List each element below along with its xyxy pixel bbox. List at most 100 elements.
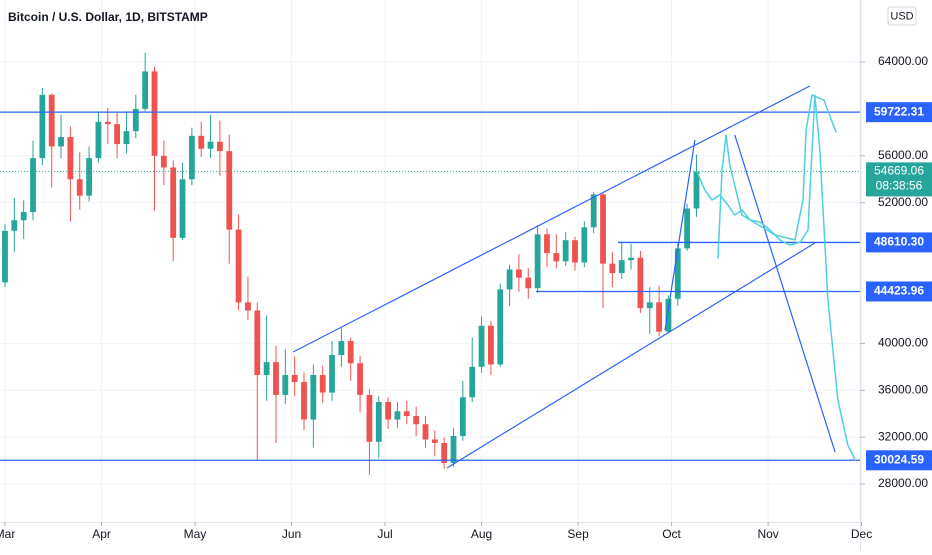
candle-body	[132, 108, 139, 132]
candle-body	[646, 302, 653, 309]
candle-body	[562, 240, 569, 262]
candle-body	[95, 121, 102, 159]
candle-body	[58, 137, 64, 147]
currency-button[interactable]	[887, 6, 917, 26]
candle-body	[487, 325, 494, 365]
y-tick-label: 32000.00	[878, 429, 928, 443]
grid	[0, 0, 863, 522]
candle-body	[665, 298, 672, 332]
candle-body	[123, 131, 130, 145]
y-tick-label: 64000.00	[878, 54, 928, 68]
y-tick-label: 56000.00	[878, 148, 928, 162]
x-tick-label: Mar	[0, 527, 15, 541]
candle-body	[544, 234, 550, 254]
candle-body	[301, 382, 307, 420]
brush-stroke	[696, 94, 856, 461]
candle-body	[394, 411, 401, 420]
candle-body	[413, 416, 420, 425]
chart-title: Bitcoin / U.S. Dollar, 1D, BITSTAMP	[8, 10, 208, 24]
x-tick-label: Dec	[851, 527, 872, 541]
candle-body	[506, 269, 513, 290]
x-tick-label: Sep	[567, 527, 589, 541]
candle-body	[86, 158, 92, 196]
candle-body	[338, 341, 345, 356]
countdown-label: 08:38:56	[876, 179, 923, 193]
candle-body	[207, 141, 214, 149]
price-label: 30024.59	[874, 452, 924, 466]
price-label-box	[866, 450, 932, 471]
y-tick-label: 36000.00	[878, 382, 928, 396]
candle-body	[581, 227, 588, 263]
candle-body	[375, 401, 382, 442]
x-tick-label: Oct	[662, 527, 681, 541]
candle-body	[273, 362, 279, 395]
candle-body	[291, 375, 298, 383]
currency-label[interactable]: USD	[890, 10, 913, 22]
current-price-box	[866, 162, 932, 197]
x-tick-label: Jul	[377, 527, 392, 541]
candle-body	[188, 135, 195, 180]
candle-body	[478, 325, 485, 367]
price-label: 48610.30	[874, 235, 924, 249]
candle-body	[357, 363, 363, 395]
candle-body	[628, 257, 634, 261]
price-label: 44423.96	[874, 284, 924, 298]
candle-body	[516, 269, 522, 278]
candle-body	[160, 155, 167, 168]
price-label-box	[866, 281, 932, 302]
candle-body	[534, 234, 541, 289]
candle-body	[469, 366, 476, 398]
x-tick-label: Apr	[92, 527, 111, 541]
candle-body	[637, 257, 644, 309]
trend-line	[292, 85, 811, 353]
candle-body	[310, 375, 317, 420]
candle-body	[385, 401, 392, 420]
x-tick-label: Nov	[757, 527, 778, 541]
candle-body	[431, 439, 438, 443]
candle-body	[235, 229, 242, 303]
candle-body	[609, 263, 616, 274]
candle-body	[459, 397, 466, 436]
candle-body	[39, 94, 46, 159]
trend-line	[664, 139, 696, 331]
candle-body	[226, 151, 233, 230]
candle-body	[497, 289, 504, 365]
candle-body	[254, 310, 261, 376]
candle-body	[684, 208, 691, 249]
price-label: 59722.31	[874, 104, 924, 118]
candle-body	[600, 194, 606, 264]
candle-body	[618, 260, 625, 274]
candle-body	[2, 230, 8, 283]
x-tick-label: May	[184, 527, 207, 541]
candle-body	[366, 394, 373, 442]
x-tick-label: Jun	[282, 527, 301, 541]
candle-body	[403, 411, 410, 417]
candle-body	[11, 220, 18, 231]
candle-body	[217, 141, 223, 152]
plot-area	[0, 52, 860, 475]
candle-body	[590, 194, 597, 228]
y-tick-label: 52000.00	[878, 195, 928, 209]
candle-body	[347, 341, 354, 364]
candle-body	[329, 355, 335, 393]
candle-body	[282, 375, 289, 395]
candle-body	[170, 167, 177, 238]
candle-body	[656, 302, 662, 332]
candle-body	[525, 277, 532, 289]
y-tick-label: 28000.00	[878, 476, 928, 490]
candle-body	[422, 424, 429, 440]
candle-body	[104, 121, 111, 125]
trend-line	[446, 242, 816, 469]
candle-body	[67, 137, 74, 180]
trend-line	[734, 134, 836, 453]
price-label-box	[866, 232, 932, 253]
candle-body	[572, 240, 578, 263]
candle-body	[198, 135, 205, 149]
candle-body	[263, 362, 270, 376]
candle-body	[179, 179, 186, 238]
candle-body	[441, 442, 448, 463]
brush-stroke	[717, 94, 837, 259]
